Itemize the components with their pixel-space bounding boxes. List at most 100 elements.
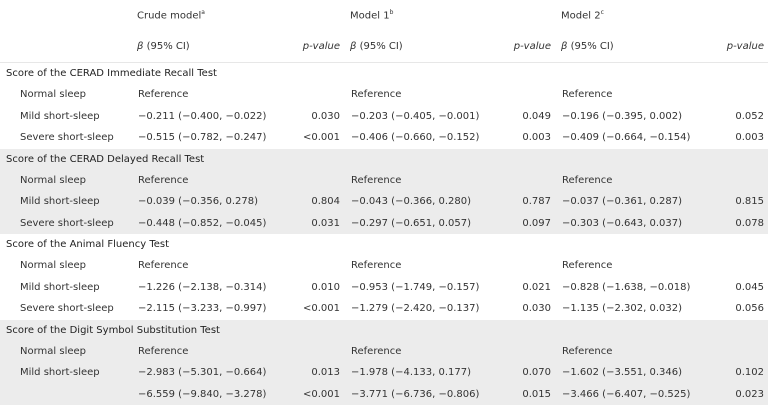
pvalue-cell [288, 170, 344, 192]
model-header-model1: Model 1b [344, 0, 505, 31]
pvalue-cell: 0.070 [505, 362, 555, 384]
beta-header-crude: β (95% CI) [131, 31, 288, 63]
pvalue-cell [505, 170, 555, 192]
beta-ci-cell: −0.303 (−0.643, 0.037) [555, 213, 710, 235]
row-label: Normal sleep [0, 341, 131, 363]
pvalue-cell: 0.056 [710, 298, 768, 320]
pvalue-cell [710, 341, 768, 363]
pvalue-cell [710, 170, 768, 192]
beta-ci-cell: −1.978 (−4.133, 0.177) [344, 362, 505, 384]
row-label: Mild short-sleep [0, 362, 131, 384]
pvalue-cell [710, 84, 768, 106]
beta-ci-cell: −0.211 (−0.400, −0.022) [131, 106, 288, 128]
beta-ci-cell: Reference [344, 170, 505, 192]
section-row: Score of the Animal Fluency Test [0, 234, 768, 255]
table-row: Mild short-sleep−1.226 (−2.138, −0.314)0… [0, 277, 768, 299]
beta-header-model2: β (95% CI) [555, 31, 710, 63]
pvalue-cell: 0.045 [710, 277, 768, 299]
beta-ci-cell: Reference [131, 170, 288, 192]
beta-ci-cell: −0.409 (−0.664, −0.154) [555, 127, 710, 149]
beta-ci-cell: −2.115 (−3.233, −0.997) [131, 298, 288, 320]
pvalue-cell: 0.078 [710, 213, 768, 235]
row-label: Normal sleep [0, 255, 131, 277]
pvalue-cell: 0.030 [288, 106, 344, 128]
model-header-model2: Model 2c [555, 0, 710, 31]
beta-ci-cell: Reference [344, 255, 505, 277]
pvalue-header-model2: p-value [710, 31, 768, 63]
row-label: Normal sleep [0, 170, 131, 192]
pvalue-cell: 0.003 [505, 127, 555, 149]
row-label: Severe short-sleep [0, 127, 131, 149]
pvalue-cell: 0.787 [505, 191, 555, 213]
pvalue-cell [710, 255, 768, 277]
pvalue-cell [288, 84, 344, 106]
beta-ci-cell: Reference [131, 255, 288, 277]
beta-ci-cell: Reference [344, 84, 505, 106]
header-blank [0, 0, 131, 31]
pvalue-cell [505, 84, 555, 106]
pvalue-cell [505, 255, 555, 277]
beta-ci-cell: Reference [344, 341, 505, 363]
beta-ci-cell: −1.279 (−2.420, −0.137) [344, 298, 505, 320]
beta-ci-cell: Reference [555, 84, 710, 106]
section-title: Score of the CERAD Immediate Recall Test [0, 63, 768, 85]
pvalue-cell: 0.015 [505, 384, 555, 405]
beta-ci-cell: −0.196 (−0.395, 0.002) [555, 106, 710, 128]
pvalue-cell: 0.030 [505, 298, 555, 320]
beta-ci-cell: −0.448 (−0.852, −0.045) [131, 213, 288, 235]
table-row: Severe short-sleep−2.115 (−3.233, −0.997… [0, 298, 768, 320]
column-header-row: β (95% CI) p-value β (95% CI) p-value β … [0, 31, 768, 63]
row-label: Severe short-sleep [0, 298, 131, 320]
section-row: Score of the CERAD Delayed Recall Test [0, 149, 768, 170]
section-title: Score of the Animal Fluency Test [0, 234, 768, 255]
table-row: Mild short-sleep−0.039 (−0.356, 0.278)0.… [0, 191, 768, 213]
pvalue-cell [288, 255, 344, 277]
row-label: Mild short-sleep [0, 106, 131, 128]
pvalue-cell: 0.021 [505, 277, 555, 299]
pvalue-cell: <0.001 [288, 127, 344, 149]
row-label: Mild short-sleep [0, 191, 131, 213]
row-label: Mild short-sleep [0, 277, 131, 299]
section-title: Score of the CERAD Delayed Recall Test [0, 149, 768, 170]
beta-ci-cell: Reference [555, 170, 710, 192]
model-header-crude: Crude modela [131, 0, 288, 31]
table-row: Mild short-sleep−2.983 (−5.301, −0.664) 0… [0, 362, 768, 384]
pvalue-cell: <0.001 [288, 298, 344, 320]
pvalue-cell: 0.804 [288, 191, 344, 213]
beta-ci-cell: −0.203 (−0.405, −0.001) [344, 106, 505, 128]
table-row: Mild short-sleep−0.211 (−0.400, −0.022)0… [0, 106, 768, 128]
beta-ci-cell: Reference [555, 341, 710, 363]
beta-ci-cell: −1.135 (−2.302, 0.032) [555, 298, 710, 320]
beta-ci-cell: −0.515 (−0.782, −0.247) [131, 127, 288, 149]
beta-ci-cell: −0.043 (−0.366, 0.280) [344, 191, 505, 213]
pvalue-cell: 0.003 [710, 127, 768, 149]
beta-ci-cell: Reference [131, 84, 288, 106]
beta-ci-cell: Reference [131, 341, 288, 363]
beta-ci-cell: −2.983 (−5.301, −0.664) [131, 362, 288, 384]
pvalue-cell: 0.097 [505, 213, 555, 235]
beta-ci-cell: −0.953 (−1.749, −0.157) [344, 277, 505, 299]
section-row: Score of the Digit Symbol Substitution T… [0, 320, 768, 341]
table-row: −6.559 (−9.840, −3.278)<0.001−3.771 (−6.… [0, 384, 768, 405]
pvalue-cell [505, 341, 555, 363]
pvalue-cell: 0.023 [710, 384, 768, 405]
beta-ci-cell: −0.037 (−0.361, 0.287) [555, 191, 710, 213]
table-row: Severe short-sleep−0.515 (−0.782, −0.247… [0, 127, 768, 149]
pvalue-header-model1: p-value [505, 31, 555, 63]
beta-ci-cell: −0.039 (−0.356, 0.278) [131, 191, 288, 213]
beta-header-model1: β (95% CI) [344, 31, 505, 63]
beta-ci-cell: −1.226 (−2.138, −0.314) [131, 277, 288, 299]
pvalue-cell: 0.031 [288, 213, 344, 235]
pvalue-cell: 0.010 [288, 277, 344, 299]
row-label [0, 384, 131, 405]
pvalue-cell: 0.815 [710, 191, 768, 213]
beta-ci-cell: Reference [555, 255, 710, 277]
beta-ci-cell: −3.466 (−6.407, −0.525) [555, 384, 710, 405]
pvalue-header-crude: p-value [288, 31, 344, 63]
row-label: Severe short-sleep [0, 213, 131, 235]
model-header-row: Crude modela Model 1b Model 2c [0, 0, 768, 31]
